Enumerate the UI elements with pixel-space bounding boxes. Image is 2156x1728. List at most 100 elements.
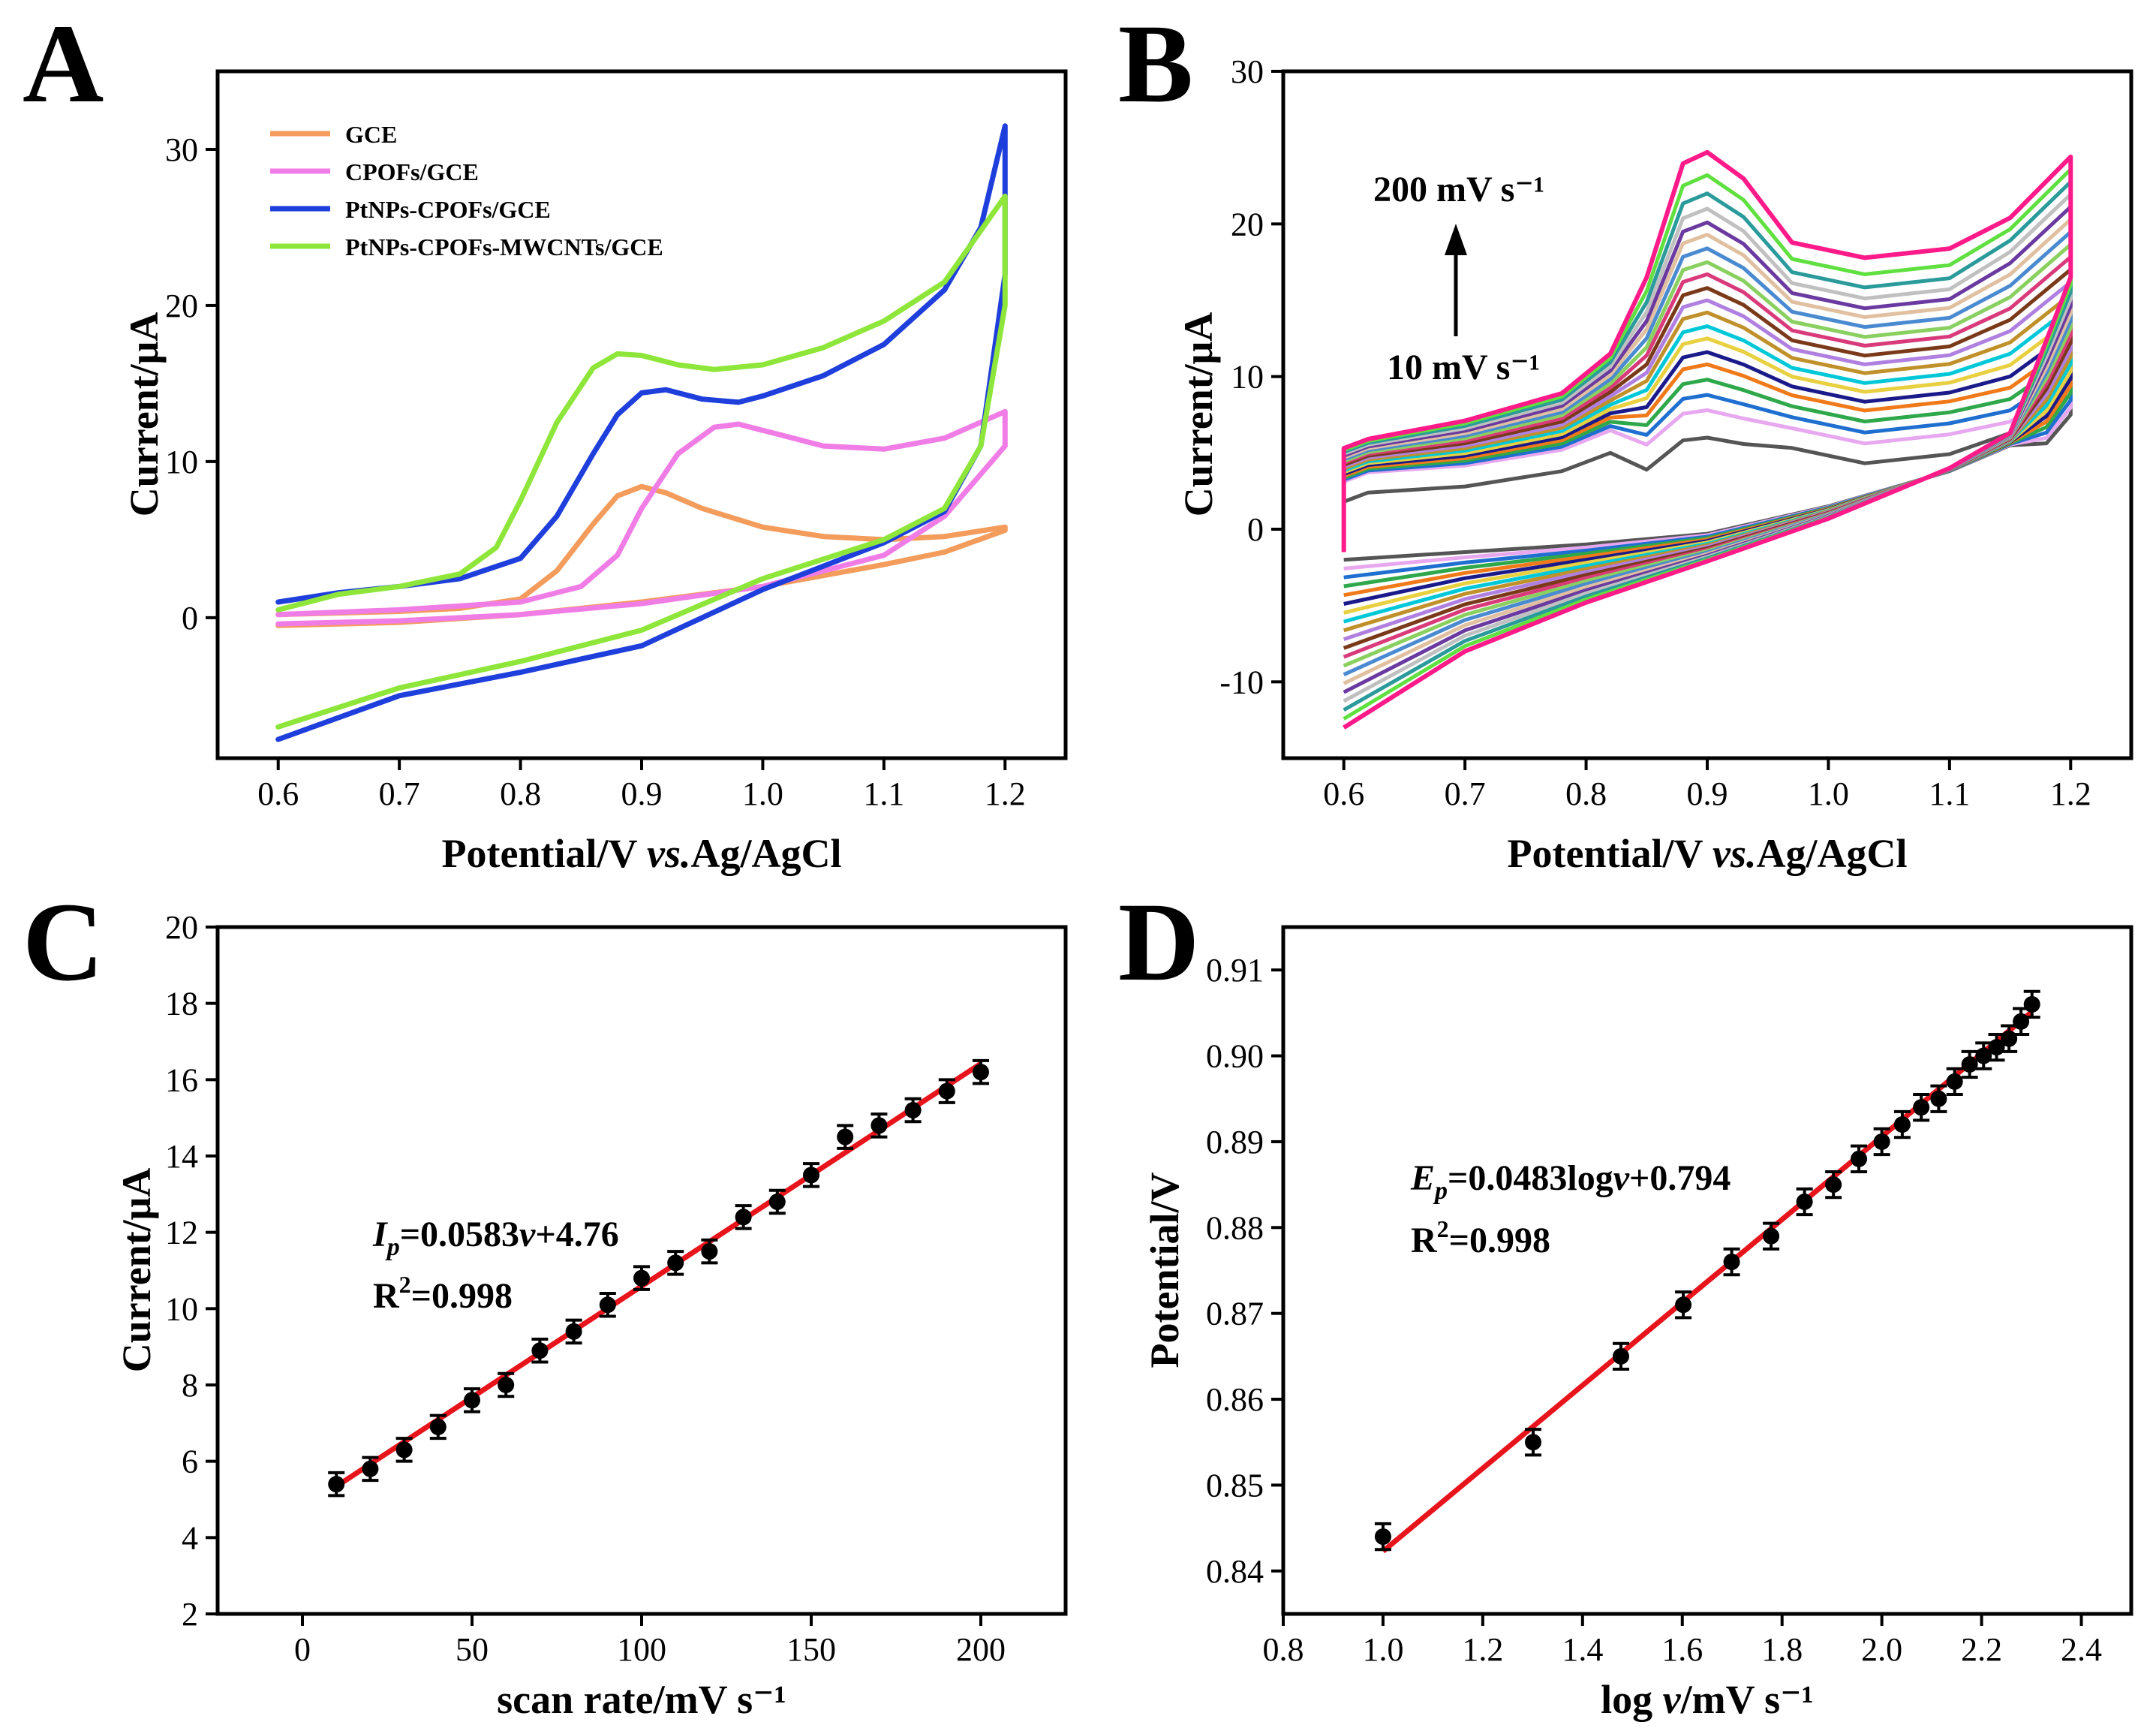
cv-curve-ptnps-cpofs-gce [275, 123, 1008, 742]
data-point [1961, 1056, 1978, 1073]
data-point [395, 1441, 413, 1459]
y-tick-label: 0.86 [1206, 1381, 1264, 1418]
data-point [328, 1476, 345, 1493]
y-tick-label: 18 [165, 986, 198, 1022]
panel-d-ylabel: Potential/V [1142, 1173, 1187, 1368]
data-point [2023, 995, 2040, 1013]
panel-d-plot [1374, 989, 2040, 1554]
x-tick-label: 2.2 [1961, 1631, 2002, 1668]
annotation-200mvs: 200 mV s⁻¹ [1373, 170, 1544, 209]
y-tick-label: 10 [1231, 359, 1264, 396]
y-tick-label: 4 [182, 1519, 198, 1556]
x-tick-label: 0.9 [621, 775, 663, 812]
y-tick-label: 10 [165, 444, 198, 480]
y-tick-label: 30 [165, 131, 198, 168]
data-point [565, 1323, 582, 1340]
y-tick-label: 0.84 [1206, 1553, 1264, 1590]
x-tick-label: 1.6 [1661, 1631, 1703, 1668]
x-tick-label: 1.1 [863, 775, 904, 812]
panel-letter-b: B [1118, 2, 1193, 126]
y-tick-label: 20 [165, 287, 198, 324]
scan-rate-arrow-head-icon [1445, 224, 1467, 255]
data-point [1930, 1090, 1947, 1107]
x-tick-label: 0.6 [1323, 775, 1364, 812]
legend-label-ptnps-cpofs: PtNPs-CPOFs/GCE [345, 196, 551, 223]
data-point [429, 1418, 447, 1435]
panel-a-ylabel: Current/μA [122, 312, 167, 517]
data-point [1525, 1434, 1542, 1451]
data-point [1975, 1047, 1992, 1064]
x-tick-label: 1.1 [1929, 775, 1970, 812]
x-tick-label: 1.2 [2050, 775, 2091, 812]
data-point [531, 1342, 549, 1359]
x-tick-label: 1.8 [1761, 1631, 1803, 1668]
panel-d-r-squared: R2=0.998 [1411, 1215, 1550, 1260]
panel-a-legend: GCE CPOFs/GCE PtNPs-CPOFs/GCE PtNPs-CPOF… [270, 121, 663, 260]
data-point [735, 1209, 752, 1226]
panel-d-frame [1281, 925, 2133, 1616]
x-tick-label: 1.0 [1362, 1631, 1403, 1668]
x-tick-label: 2.4 [2061, 1631, 2102, 1668]
legend-label-ptnps-cpofs-mwcnts: PtNPs-CPOFs-MWCNTs/GCE [345, 233, 663, 260]
panel-d-equation: Ep=0.0483logv+0.794 [1410, 1158, 1731, 1205]
data-point [1873, 1133, 1890, 1150]
x-tick-label: 0.8 [1565, 775, 1607, 812]
panel-d: D 0.8 1.0 1.2 1.4 1.6 1.8 2.0 2.2 2.40.840.850.8… [1118, 880, 2133, 1722]
y-tick-label: 2 [182, 1596, 198, 1633]
x-tick-label: 0 [294, 1631, 311, 1668]
y-tick-label: 0.87 [1206, 1296, 1264, 1332]
panel-a: A 0.6 0.7 0.8 0.9 1.0 1.1 1.2 0 10 20 30 Potential… [23, 2, 1068, 876]
panel-c-r-squared: R2=0.998 [373, 1271, 513, 1316]
x-tick-label: 1.0 [1808, 775, 1849, 812]
panel-c-xlabel: scan rate/mV s⁻¹ [497, 1677, 786, 1722]
data-point [973, 1064, 989, 1081]
data-point [599, 1296, 616, 1314]
data-point [701, 1243, 718, 1260]
y-tick-label: 16 [165, 1061, 198, 1098]
data-point [1851, 1150, 1868, 1167]
x-tick-label: 1.0 [742, 775, 783, 812]
panel-c-plot [328, 1058, 989, 1498]
y-tick-label: 0.90 [1206, 1038, 1264, 1075]
cv-curve-cpofs-gce [275, 408, 1008, 627]
panel-letter-a: A [23, 2, 104, 126]
x-tick-label: 0.7 [379, 775, 420, 812]
cv-curve-ptnps-cpofs-mwcnts-gce [275, 193, 1008, 730]
y-tick-label: 30 [1231, 53, 1264, 90]
y-tick-label: 0 [182, 600, 198, 637]
data-point [1763, 1227, 1780, 1245]
data-point [803, 1167, 819, 1184]
panel-b-ticks: 0.6 0.7 0.8 0.9 1.0 1.1 1.2 -10 0 10 20 30 [1219, 53, 2091, 812]
data-point [1988, 1039, 2005, 1056]
data-point [938, 1082, 955, 1100]
x-tick-label: 0.8 [1263, 1631, 1304, 1668]
data-point [1893, 1116, 1911, 1133]
x-tick-label: 1.2 [985, 775, 1026, 812]
data-point [768, 1194, 786, 1210]
data-point [464, 1392, 480, 1409]
y-tick-label: 10 [165, 1290, 198, 1327]
data-point [837, 1128, 854, 1145]
y-tick-label: 0.88 [1206, 1209, 1264, 1246]
y-tick-label: 0.89 [1206, 1124, 1264, 1161]
cv-curve-200-mvs [1341, 149, 2073, 730]
data-point [1723, 1254, 1740, 1271]
panel-a-xlabel: Potential/V vs.Ag/AgCl [442, 831, 842, 876]
panel-c-ylabel: Current/μA [114, 1168, 159, 1373]
panel-b: B 0.6 0.7 0.8 0.9 1.0 1.1 1.2 -10 0 10 20 30 Potent… [1118, 2, 2133, 876]
data-point [667, 1254, 684, 1272]
panel-letter-d: D [1118, 880, 1199, 1004]
data-point [1825, 1176, 1842, 1194]
data-point [1913, 1099, 1930, 1116]
y-tick-label: -10 [1219, 664, 1264, 700]
panel-c-equation: Ip=0.0583v+4.76 [372, 1215, 619, 1261]
y-tick-label: 12 [165, 1215, 198, 1251]
y-tick-label: 0.91 [1206, 952, 1264, 989]
x-tick-label: 0.9 [1687, 775, 1728, 812]
data-point [362, 1460, 379, 1477]
x-tick-label: 1.2 [1462, 1631, 1503, 1668]
y-tick-label: 6 [182, 1444, 198, 1480]
panel-b-ylabel: Current/μA [1176, 312, 1221, 517]
y-tick-label: 0.85 [1206, 1467, 1264, 1504]
